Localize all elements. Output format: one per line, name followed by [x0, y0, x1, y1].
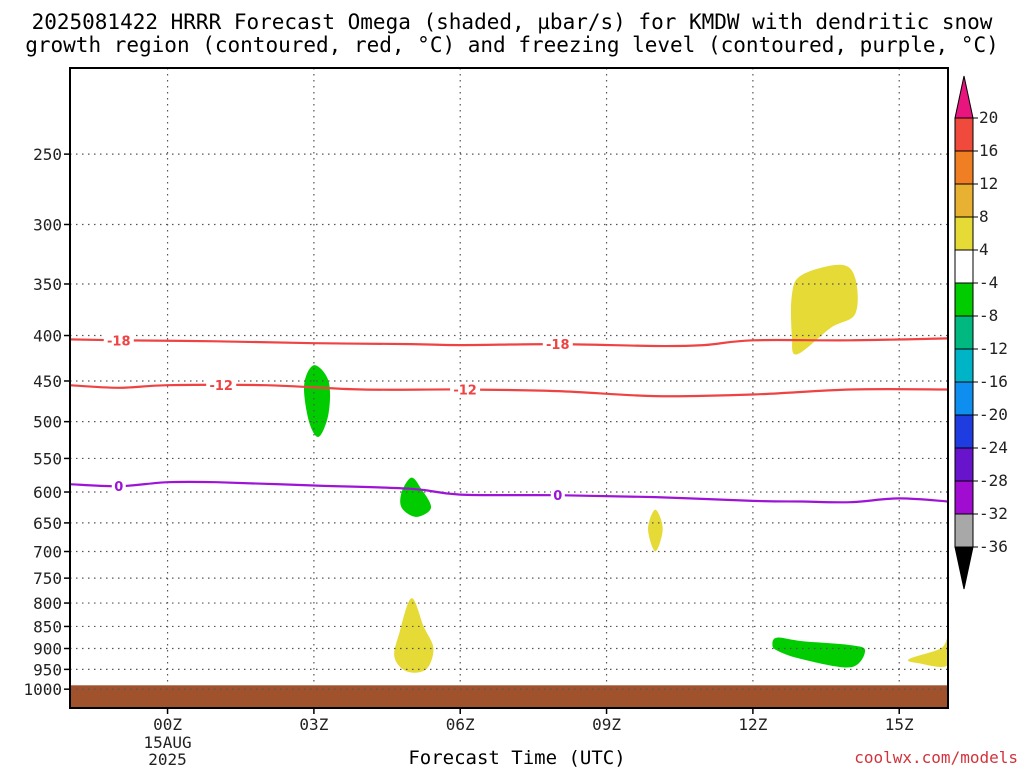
colorbar-bin [954, 381, 974, 416]
chart-title-line-1: 2025081422 HRRR Forecast Omega (shaded, … [31, 10, 993, 34]
contour-label-bg [450, 382, 481, 397]
y-tick-label-450: 450 [33, 372, 62, 391]
colorbar-label: -32 [979, 504, 1008, 523]
grid-layer [70, 68, 948, 690]
omega-region-1 [303, 365, 331, 437]
y-tick-label-900: 900 [33, 640, 62, 659]
x-axis-title: Forecast Time (UTC) [408, 747, 626, 769]
x-tick-label-03Z: 03Z [299, 715, 328, 734]
colorbar-label: 20 [979, 108, 998, 127]
contour-line-0 [70, 480, 948, 504]
y-tick-label-500: 500 [33, 413, 62, 432]
contour-label-bg [111, 479, 126, 494]
y-tick-label-750: 750 [33, 569, 62, 588]
y-tick-label-950: 950 [33, 660, 62, 679]
colorbar-bin [954, 282, 974, 317]
colorbar-bin [954, 150, 974, 185]
contour-label--12: -12 [453, 384, 477, 399]
y-tick-label-350: 350 [33, 275, 62, 294]
colorbar-bin [954, 348, 974, 383]
x-tick-label-00Z: 00Z [153, 715, 182, 734]
contour-label--18: -18 [107, 334, 131, 349]
omega-region-6 [394, 598, 434, 673]
axes-layer: 250 300 350 400 450 500 550 600 650 700 750 800 850 9… [23, 67, 949, 768]
colorbar-label: -24 [979, 438, 1008, 457]
terrain-fill [70, 685, 948, 708]
colorbar-bin [954, 480, 974, 515]
contour-label-bg [206, 378, 237, 393]
chart-title-line-2: growth region (contoured, red, °C) and f… [25, 33, 999, 57]
contour-label-bg [550, 488, 565, 503]
colorbar-bin [954, 513, 974, 548]
colorbar-bin [954, 183, 974, 218]
plot-frame [69, 67, 949, 709]
colorbar-label: -12 [979, 339, 1008, 358]
colorbar-label: 16 [979, 141, 998, 160]
contour-label-bg [542, 337, 573, 352]
colorbar-bin [954, 216, 974, 251]
colorbar-bin [954, 414, 974, 449]
colorbar-label: 4 [979, 240, 989, 259]
x-tick-label-12Z: 12Z [738, 715, 767, 734]
colorbar-label: -28 [979, 471, 1008, 490]
colorbar-bin [954, 117, 974, 152]
x-tick-sublabel: 2025 [148, 750, 187, 768]
contour-label--12: -12 [209, 379, 233, 394]
y-tick-label-650: 650 [33, 514, 62, 533]
y-tick-label-1000: 1000 [23, 680, 62, 699]
colorbar-label: -16 [979, 372, 1008, 391]
y-tick-label-600: 600 [33, 483, 62, 502]
omega-region-4 [790, 264, 858, 355]
y-tick-label-550: 550 [33, 449, 62, 468]
colorbar-bin [954, 315, 974, 350]
y-tick-label-800: 800 [33, 594, 62, 613]
colorbar-label: 12 [979, 174, 998, 193]
y-tick-label-700: 700 [33, 543, 62, 562]
x-tick-label-09Z: 09Z [592, 715, 621, 734]
y-tick-label-250: 250 [33, 145, 62, 164]
colorbar-label: 8 [979, 207, 989, 226]
omega-region-3 [772, 637, 866, 668]
colorbar: 20 16 12 8 4 -4 -8 -12 -16 -20 -24 -28 -32 -36 [954, 75, 1008, 590]
colorbar-bin [954, 447, 974, 482]
colorbar-label: -20 [979, 405, 1008, 424]
omega-region-5 [648, 509, 663, 552]
contour-layer: -18 -18 -12 -12 0 0 [70, 333, 948, 504]
y-tick-label-400: 400 [33, 327, 62, 346]
contour-line--12 [70, 383, 948, 398]
contour-label-0: 0 [114, 480, 123, 495]
terrain-layer [70, 685, 948, 708]
x-tick-label-06Z: 06Z [446, 715, 475, 734]
colorbar-bottom-arrow [954, 546, 974, 590]
colorbar-label: -4 [979, 273, 998, 292]
contour-line--18 [70, 337, 948, 348]
colorbar-label: -8 [979, 306, 998, 325]
contour-label-bg [103, 333, 134, 348]
y-tick-label-850: 850 [33, 617, 62, 636]
colorbar-top-arrow [954, 75, 974, 119]
contour-label-0: 0 [553, 489, 562, 504]
colorbar-bin [954, 249, 974, 284]
omega-region-2 [400, 477, 432, 517]
site-credit: coolwx.com/models [854, 748, 1018, 767]
colorbar-label: -36 [979, 537, 1008, 556]
x-tick-sublabel: 15AUG [143, 733, 191, 752]
contour-label--18: -18 [546, 338, 570, 353]
y-tick-label-300: 300 [33, 215, 62, 234]
x-tick-label-15Z: 15Z [885, 715, 914, 734]
omega-shading-layer [303, 264, 948, 673]
omega-region-7 [908, 637, 948, 667]
